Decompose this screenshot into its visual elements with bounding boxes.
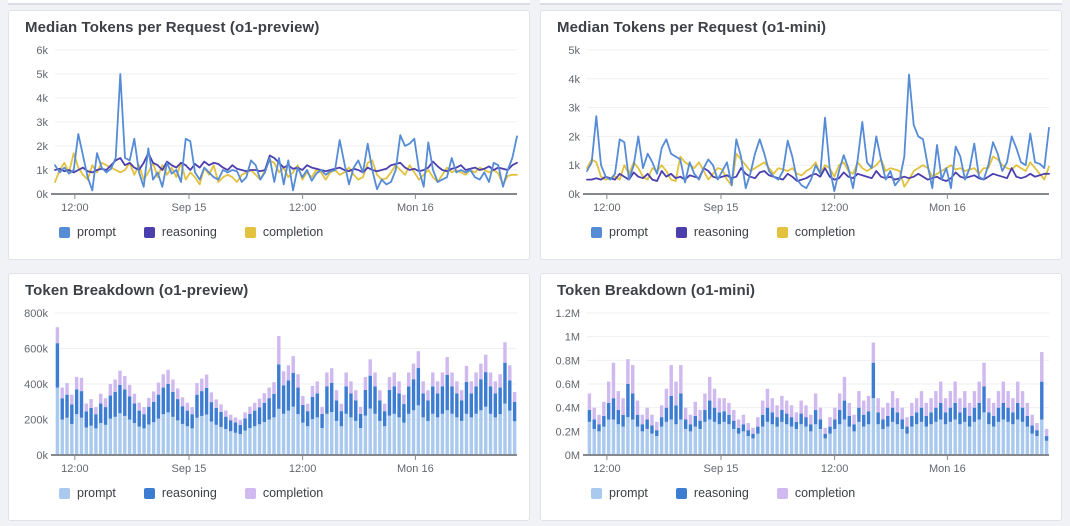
legend-item-completion[interactable]: completion — [244, 225, 324, 239]
legend-item-completion[interactable]: completion — [776, 225, 856, 239]
median-o1-preview-chart[interactable]: 0k 1k 2k 3k 4k 5k 6k 12:00 Sep 15 12:00 Mon 16 — [9, 41, 529, 217]
median-o1-mini-chart[interactable]: 0k 1k 2k 3k 4k 5k 12:00 Sep 15 12:00 Mon 16 — [541, 41, 1061, 217]
svg-text:Sep 15: Sep 15 — [172, 202, 207, 214]
svg-text:1M: 1M — [565, 332, 580, 344]
legend-label: prompt — [77, 486, 116, 500]
svg-text:1k: 1k — [36, 165, 48, 177]
legend-item-prompt[interactable]: prompt — [591, 225, 648, 239]
svg-text:12:00: 12:00 — [593, 202, 621, 214]
cropped-panel-edge-right — [540, 0, 1062, 5]
legend-swatch-icon — [143, 487, 155, 499]
svg-text:600k: 600k — [24, 344, 48, 356]
svg-text:12:00: 12:00 — [289, 202, 317, 214]
legend-item-completion[interactable]: completion — [776, 486, 856, 500]
legend: prompt reasoning completion — [541, 478, 1061, 508]
panel-title: Median Tokens per Request (o1-preview) — [25, 19, 320, 36]
svg-text:400k: 400k — [24, 379, 48, 391]
svg-text:6k: 6k — [36, 45, 48, 57]
svg-text:12:00: 12:00 — [289, 463, 317, 475]
legend-item-prompt[interactable]: prompt — [59, 486, 116, 500]
legend-label: reasoning — [693, 486, 749, 500]
svg-text:12:00: 12:00 — [61, 463, 89, 475]
legend-item-prompt[interactable]: prompt — [59, 225, 116, 239]
svg-text:Mon 16: Mon 16 — [929, 202, 966, 214]
legend-label: completion — [794, 486, 856, 500]
legend-label: reasoning — [693, 225, 749, 239]
cropped-panels-above — [8, 0, 1062, 5]
legend-swatch-icon — [675, 226, 687, 238]
svg-text:3k: 3k — [568, 103, 580, 115]
legend: prompt reasoning completion — [541, 217, 1061, 247]
legend-label: reasoning — [161, 225, 217, 239]
legend-swatch-icon — [59, 226, 70, 238]
svg-text:4k: 4k — [36, 93, 48, 105]
panel-breakdown-o1-mini: Token Breakdown (o1-mini) 0M 0.2M 0.4M 0.6M… — [540, 273, 1062, 521]
svg-text:2k: 2k — [568, 131, 580, 143]
svg-text:0M: 0M — [565, 450, 580, 462]
legend-swatch-icon — [776, 226, 788, 238]
svg-text:12:00: 12:00 — [593, 463, 621, 475]
legend: prompt reasoning completion — [9, 478, 529, 508]
svg-text:12:00: 12:00 — [821, 202, 849, 214]
svg-text:800k: 800k — [24, 308, 48, 320]
legend-swatch-icon — [244, 487, 256, 499]
svg-text:200k: 200k — [24, 415, 48, 427]
legend-swatch-icon — [591, 226, 602, 238]
legend-swatch-icon — [591, 487, 602, 499]
legend-swatch-icon — [675, 487, 687, 499]
legend-label: completion — [262, 486, 324, 500]
panel-median-o1-preview: Median Tokens per Request (o1-preview) 0… — [8, 10, 530, 260]
legend-label: reasoning — [161, 486, 217, 500]
legend-item-reasoning[interactable]: reasoning — [143, 486, 217, 500]
svg-text:5k: 5k — [36, 69, 48, 81]
legend-label: prompt — [609, 486, 648, 500]
panel-title: Median Tokens per Request (o1-mini) — [557, 19, 827, 36]
svg-text:5k: 5k — [568, 45, 580, 57]
svg-text:Mon 16: Mon 16 — [929, 463, 966, 475]
legend-label: completion — [794, 225, 856, 239]
svg-text:0.6M: 0.6M — [556, 379, 580, 391]
legend-label: prompt — [609, 225, 648, 239]
legend-item-prompt[interactable]: prompt — [591, 486, 648, 500]
legend-swatch-icon — [143, 226, 155, 238]
breakdown-o1-mini-chart[interactable]: 0M 0.2M 0.4M 0.6M 0.8M 1M 1.2M 12:00 Sep 15 12:00… — [541, 304, 1061, 478]
legend-swatch-icon — [244, 226, 256, 238]
legend-label: completion — [262, 225, 324, 239]
svg-text:Mon 16: Mon 16 — [397, 202, 434, 214]
legend-label: prompt — [77, 225, 116, 239]
svg-text:12:00: 12:00 — [821, 463, 849, 475]
svg-text:1k: 1k — [568, 160, 580, 172]
legend: prompt reasoning completion — [9, 217, 529, 247]
svg-text:0k: 0k — [36, 189, 48, 201]
panel-title: Token Breakdown (o1-mini) — [557, 282, 756, 299]
svg-text:1.2M: 1.2M — [556, 308, 580, 320]
svg-text:0k: 0k — [36, 450, 48, 462]
legend-swatch-icon — [59, 487, 70, 499]
svg-text:Sep 15: Sep 15 — [704, 463, 739, 475]
panel-median-o1-mini: Median Tokens per Request (o1-mini) 0k 1k… — [540, 10, 1062, 260]
legend-item-reasoning[interactable]: reasoning — [675, 225, 749, 239]
panel-grid: Median Tokens per Request (o1-preview) 0… — [8, 10, 1062, 521]
panel-title: Token Breakdown (o1-preview) — [25, 282, 249, 299]
legend-item-completion[interactable]: completion — [244, 486, 324, 500]
legend-item-reasoning[interactable]: reasoning — [675, 486, 749, 500]
svg-text:2k: 2k — [36, 141, 48, 153]
legend-swatch-icon — [776, 487, 788, 499]
legend-item-reasoning[interactable]: reasoning — [143, 225, 217, 239]
cropped-panel-edge-left — [8, 0, 530, 5]
svg-text:Sep 15: Sep 15 — [704, 202, 739, 214]
breakdown-o1-preview-chart[interactable]: 0k 200k 400k 600k 800k 12:00 Sep 15 12:00 Mon 16 — [9, 304, 529, 478]
svg-text:0.8M: 0.8M — [556, 355, 580, 367]
svg-text:Sep 15: Sep 15 — [172, 463, 207, 475]
svg-text:0k: 0k — [568, 189, 580, 201]
svg-text:3k: 3k — [36, 117, 48, 129]
svg-text:Mon 16: Mon 16 — [397, 463, 434, 475]
panel-breakdown-o1-preview: Token Breakdown (o1-preview) 0k 200k 400k 6… — [8, 273, 530, 521]
svg-text:0.2M: 0.2M — [556, 426, 580, 438]
svg-text:4k: 4k — [568, 74, 580, 86]
svg-text:12:00: 12:00 — [61, 202, 89, 214]
svg-text:0.4M: 0.4M — [556, 403, 580, 415]
